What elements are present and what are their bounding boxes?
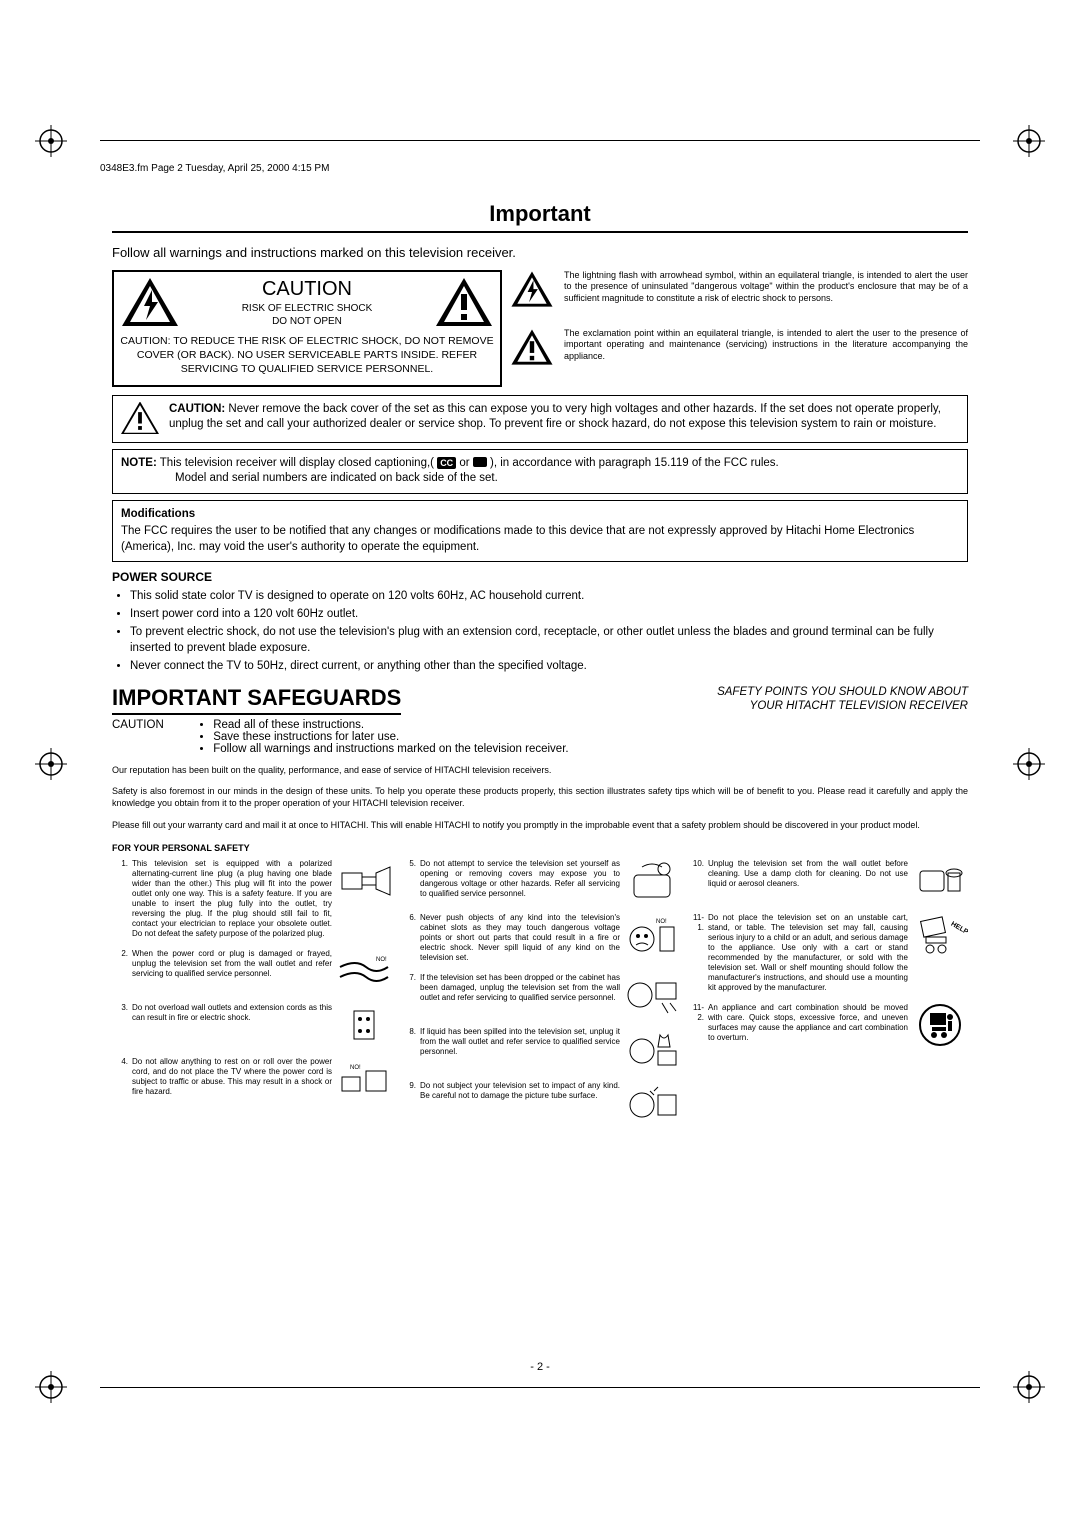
safety-col-2: 5. Do not attempt to service the televis… xyxy=(400,859,680,1135)
safety-item: 8. If liquid has been spilled into the t… xyxy=(400,1027,680,1071)
cord-traffic-icon: NO! xyxy=(336,1057,392,1101)
safety-item: 3. Do not overload wall outlets and exte… xyxy=(112,1003,392,1047)
caution-word: CAUTION xyxy=(242,278,373,301)
plug-icon xyxy=(336,859,392,903)
safeguards-header: IMPORTANT SAFEGUARDS SAFETY POINTS YOU S… xyxy=(112,685,968,715)
exclamation-triangle-icon xyxy=(510,328,554,368)
modifications-box: Modifications The FCC requires the user … xyxy=(112,500,968,563)
bullet: Insert power cord into a 120 volt 60Hz o… xyxy=(130,606,968,622)
caution-row: CAUTION RISK OF ELECTRIC SHOCK DO NOT OP… xyxy=(112,270,968,387)
svg-text:NO!: NO! xyxy=(350,1065,361,1071)
crop-mark-icon xyxy=(35,125,67,157)
safety-item: 6. Never push objects of any kind into t… xyxy=(400,913,680,963)
note-text-a: This television receiver will display cl… xyxy=(160,457,437,469)
explain-lightning: The lightning flash with arrowhead symbo… xyxy=(510,270,968,310)
exclamation-triangle-icon xyxy=(121,402,159,436)
caution-list-label: CAUTION xyxy=(112,719,192,731)
lightning-triangle-icon xyxy=(120,276,180,328)
caution-back-cover-box: CAUTION: Never remove the back cover of … xyxy=(112,395,968,443)
overload-icon xyxy=(336,1003,392,1047)
svg-text:HELP: HELP xyxy=(950,921,968,937)
safeguards-title: IMPORTANT SAFEGUARDS xyxy=(112,685,401,715)
safeguards-subtitle: SAFETY POINTS YOU SHOULD KNOW ABOUT YOUR… xyxy=(717,685,968,714)
explain-exclaim: The exclamation point within an equilate… xyxy=(510,328,968,368)
caution-list: CAUTION Read all of these instructions. … xyxy=(112,719,968,755)
no-service-icon xyxy=(624,859,680,903)
caution-sub2: DO NOT OPEN xyxy=(242,316,373,327)
unstable-cart-icon: HELP xyxy=(912,913,968,957)
safety-item: 9. Do not subject your television set to… xyxy=(400,1081,680,1125)
bullet: Never connect the TV to 50Hz, direct cur… xyxy=(130,658,968,674)
explain-lightning-text: The lightning flash with arrowhead symbo… xyxy=(564,270,968,304)
safety-item: 7. If the television set has been droppe… xyxy=(400,973,680,1017)
crop-mark-icon xyxy=(1013,748,1045,780)
impact-icon xyxy=(624,1081,680,1125)
power-bullets: This solid state color TV is designed to… xyxy=(112,588,968,674)
crop-mark-icon xyxy=(1013,125,1045,157)
doc-header-meta: 0348E3.fm Page 2 Tuesday, April 25, 2000… xyxy=(100,163,329,174)
note-label: NOTE: xyxy=(121,457,157,469)
para-warranty: Please fill out your warranty card and m… xyxy=(112,820,968,832)
caution-sub1: RISK OF ELECTRIC SHOCK xyxy=(242,303,373,314)
caution-bottom: CAUTION: TO REDUCE THE RISK OF ELECTRIC … xyxy=(120,334,494,377)
crop-mark-icon xyxy=(35,748,67,780)
liquid-spill-icon xyxy=(624,1027,680,1071)
para-reputation: Our reputation has been built on the qua… xyxy=(112,765,968,777)
dropped-tv-icon xyxy=(624,973,680,1017)
note-text-c: ), in accordance with paragraph 15.119 o… xyxy=(490,457,779,469)
bullet: To prevent electric shock, do not use th… xyxy=(130,624,968,656)
page-number: - 2 - xyxy=(100,1361,980,1373)
svg-text:NO!: NO! xyxy=(376,957,387,963)
intro-text: Follow all warnings and instructions mar… xyxy=(112,245,968,260)
note-text2: Model and serial numbers are indicated o… xyxy=(121,471,959,487)
frayed-cord-icon: NO! xyxy=(336,949,392,993)
page-title: Important xyxy=(112,201,968,233)
page-content: Important Follow all warnings and instru… xyxy=(100,141,980,1155)
caution-box: CAUTION RISK OF ELECTRIC SHOCK DO NOT OP… xyxy=(112,270,502,387)
mod-label: Modifications xyxy=(121,507,959,523)
note-text-b: or xyxy=(459,457,472,469)
cc-icon: CC xyxy=(437,457,456,469)
safety-item: 11-1. Do not place the television set on… xyxy=(688,913,968,993)
svg-text:NO!: NO! xyxy=(656,919,667,925)
bullet: Follow all warnings and instructions mar… xyxy=(213,743,568,755)
box-caution-text: Never remove the back cover of the set a… xyxy=(169,403,941,431)
box-caution-label: CAUTION: xyxy=(169,403,225,415)
mod-text: The FCC requires the user to be notified… xyxy=(121,525,914,553)
lightning-triangle-icon xyxy=(510,270,554,310)
exclamation-triangle-icon xyxy=(434,276,494,328)
power-source-heading: POWER SOURCE xyxy=(112,570,968,584)
safety-item: 5. Do not attempt to service the televis… xyxy=(400,859,680,903)
no-objects-icon: NO! xyxy=(624,913,680,957)
explain-exclaim-text: The exclamation point within an equilate… xyxy=(564,328,968,362)
tv-icon xyxy=(473,457,487,467)
personal-safety-heading: FOR YOUR PERSONAL SAFETY xyxy=(112,843,968,853)
safety-item: 2. When the power cord or plug is damage… xyxy=(112,949,392,993)
safety-item: 11-2. An appliance and cart combination … xyxy=(688,1003,968,1047)
safety-col-3: 10. Unplug the television set from the w… xyxy=(688,859,968,1135)
note-box: NOTE: This television receiver will disp… xyxy=(112,449,968,494)
safety-item: 4. Do not allow anything to rest on or r… xyxy=(112,1057,392,1101)
crop-mark-icon xyxy=(35,1371,67,1403)
safety-col-1: 1. This television set is equipped with … xyxy=(112,859,392,1135)
para-safety: Safety is also foremost in our minds in … xyxy=(112,786,968,809)
crop-mark-icon xyxy=(1013,1371,1045,1403)
page-frame: 0348E3.fm Page 2 Tuesday, April 25, 2000… xyxy=(100,140,980,1388)
safety-item: 1. This television set is equipped with … xyxy=(112,859,392,939)
bullet: Save these instructions for later use. xyxy=(213,731,568,743)
safety-item: 10. Unplug the television set from the w… xyxy=(688,859,968,903)
safety-columns: 1. This television set is equipped with … xyxy=(112,859,968,1135)
cart-warning-icon xyxy=(912,1003,968,1047)
bullet: Read all of these instructions. xyxy=(213,719,568,731)
bullet: This solid state color TV is designed to… xyxy=(130,588,968,604)
cleaning-icon xyxy=(912,859,968,903)
